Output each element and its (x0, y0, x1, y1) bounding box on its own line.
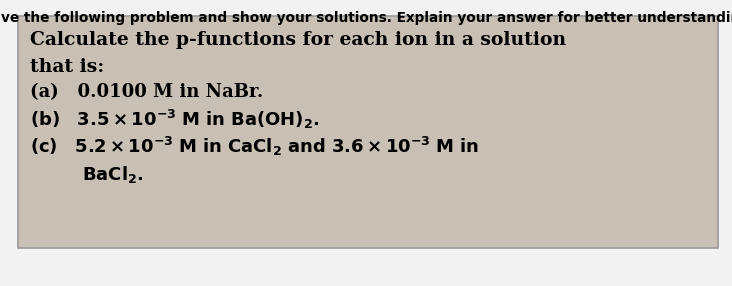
Text: $\mathbf{BaCl_2.}$: $\mathbf{BaCl_2.}$ (82, 164, 143, 185)
Text: Solve the following problem and show your solutions. Explain your answer for bet: Solve the following problem and show you… (0, 11, 732, 25)
Text: Calculate the p-functions for each ion in a solution: Calculate the p-functions for each ion i… (30, 31, 566, 49)
FancyBboxPatch shape (18, 16, 718, 248)
Text: that is:: that is: (30, 58, 104, 76)
Text: $\mathbf{(c) \ \ \ 5.2 \times 10^{-3}\ M\ in\ CaCl_2\ and\ 3.6 \times 10^{-3}\ M: $\mathbf{(c) \ \ \ 5.2 \times 10^{-3}\ M… (30, 135, 479, 158)
Text: $\mathbf{(b) \ \ \ 3.5 \times 10^{-3}\ M\ in\ Ba(OH)_2.}$: $\mathbf{(b) \ \ \ 3.5 \times 10^{-3}\ M… (30, 108, 319, 131)
Text: (a)   0.0100 M in NaBr.: (a) 0.0100 M in NaBr. (30, 83, 264, 101)
